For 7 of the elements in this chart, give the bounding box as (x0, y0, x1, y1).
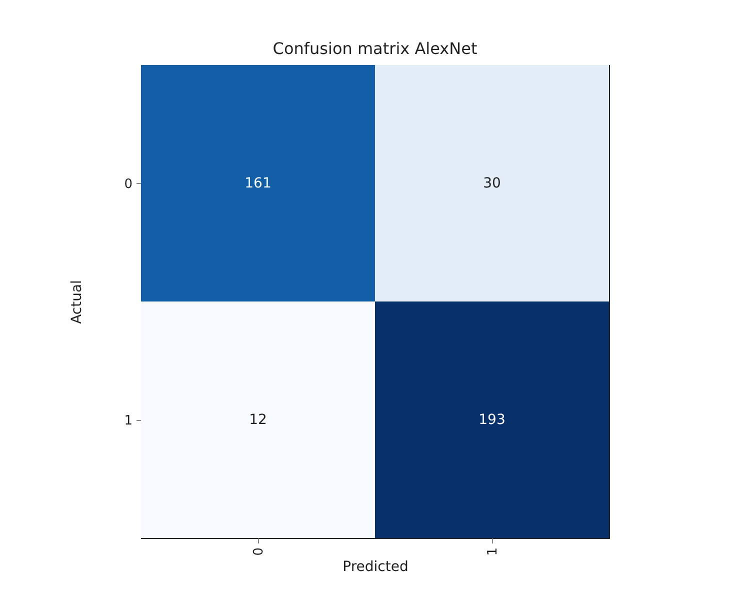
y-axis-title: Actual (69, 280, 86, 324)
x-axis-title: Predicted (342, 558, 408, 575)
data-label: 12 (249, 412, 267, 428)
data-label: 161 (244, 175, 272, 192)
chart-title: Confusion matrix AlexNet (272, 39, 478, 58)
data-label: 30 (483, 175, 501, 192)
data-label: 193 (478, 412, 506, 428)
